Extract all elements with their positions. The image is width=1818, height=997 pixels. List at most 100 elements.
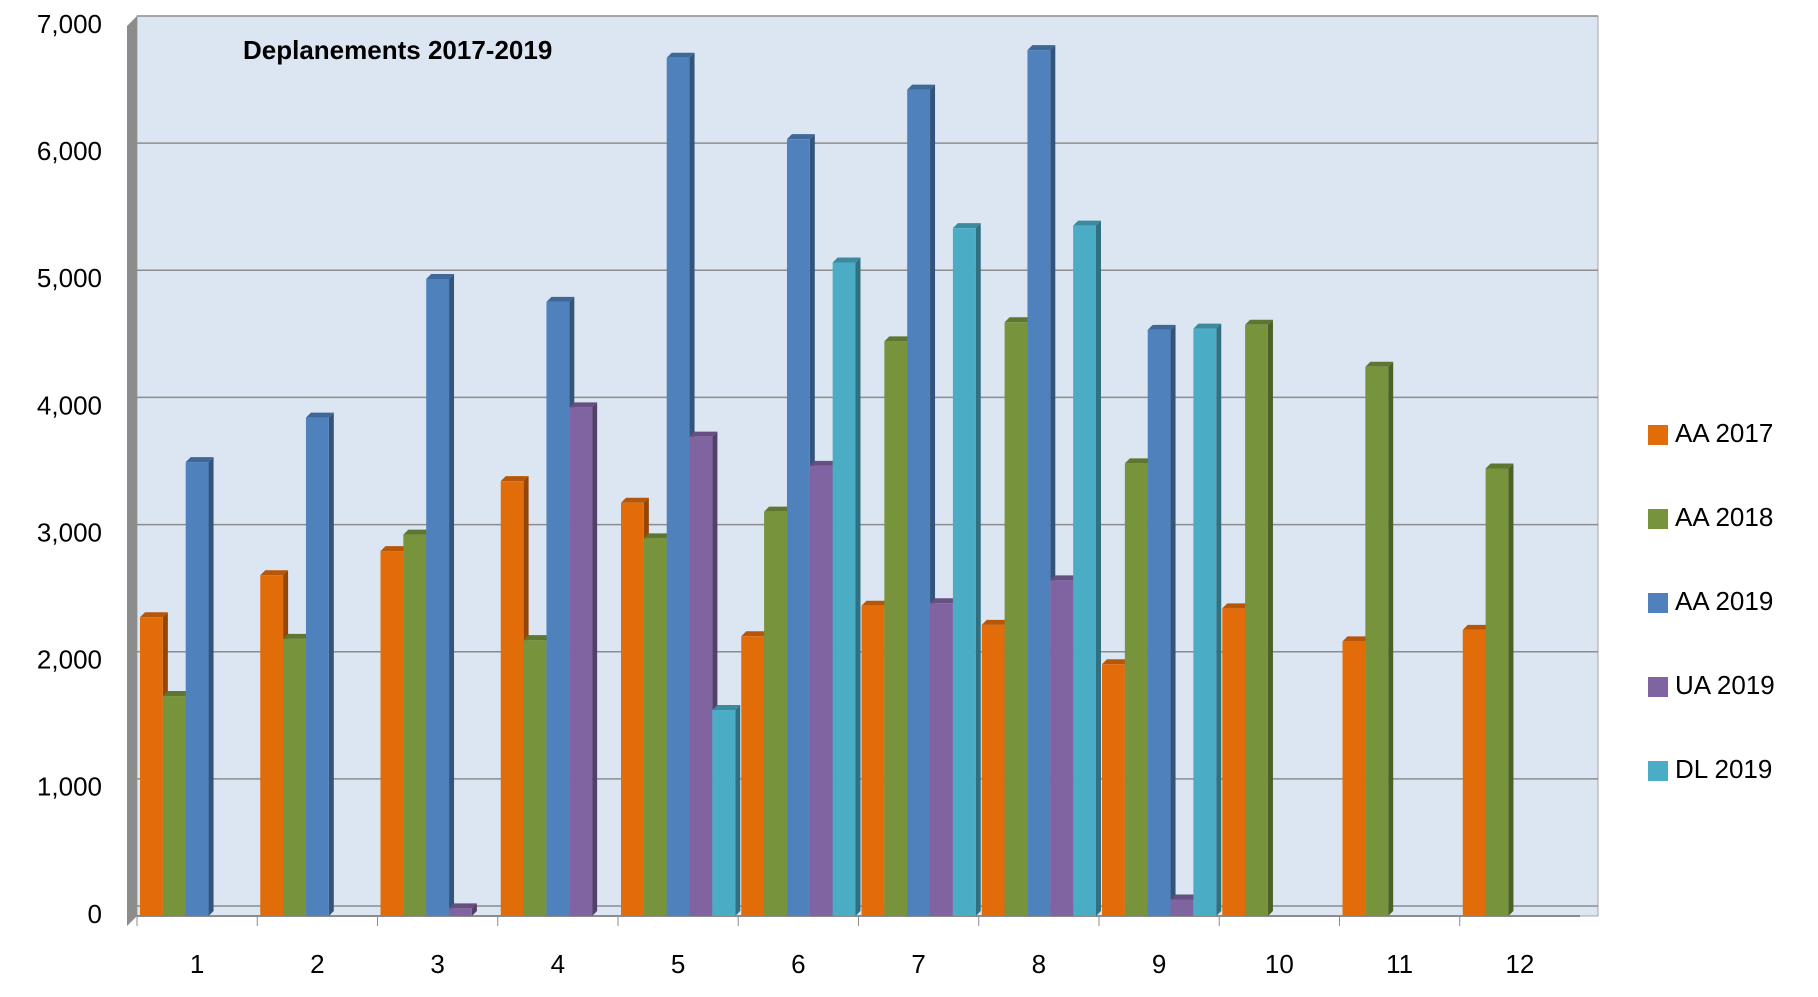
x-tick-label: 1 <box>190 949 204 979</box>
bar-side <box>1388 361 1394 916</box>
bar <box>1485 468 1509 916</box>
bar-top <box>1342 636 1371 642</box>
bar <box>666 57 690 917</box>
bar <box>1193 328 1217 917</box>
bar-side <box>1170 324 1176 916</box>
bar-top <box>140 612 168 618</box>
bar <box>546 301 570 916</box>
bar <box>1102 664 1125 916</box>
x-tick-label: 4 <box>551 949 565 979</box>
bar-top <box>1102 659 1130 665</box>
x-tick-label: 6 <box>791 949 805 979</box>
legend-label: AA 2017 <box>1675 418 1773 448</box>
bar-top <box>981 619 1010 625</box>
bar-top <box>643 533 672 539</box>
bar <box>449 908 472 916</box>
bar-top <box>666 52 695 58</box>
bar-top <box>403 529 432 535</box>
legend-swatch <box>1648 761 1668 781</box>
y-tick-label: 5,000 <box>37 263 102 293</box>
bar <box>1462 629 1486 916</box>
bar <box>1170 899 1194 916</box>
bar <box>380 551 404 916</box>
y-tick-label: 3,000 <box>37 517 102 547</box>
legend-label: UA 2019 <box>1675 670 1775 700</box>
bar-top <box>1193 323 1222 329</box>
bar-top <box>689 431 718 437</box>
bar <box>621 502 644 916</box>
bar-side <box>328 412 334 916</box>
axis-wall <box>127 16 137 926</box>
bar <box>185 462 209 916</box>
x-tick-label: 8 <box>1032 949 1046 979</box>
bar-side <box>592 402 598 916</box>
bar <box>981 624 1005 916</box>
bar-top <box>621 497 649 503</box>
bar-side <box>449 274 455 916</box>
legend-swatch <box>1648 509 1668 529</box>
bar-top <box>1170 894 1199 900</box>
bar-side <box>975 223 981 916</box>
bar-top <box>283 633 311 639</box>
bar <box>689 436 713 916</box>
x-tick-label: 12 <box>1505 949 1534 979</box>
bar <box>1245 324 1268 916</box>
bar-side <box>1095 220 1101 917</box>
y-tick-label: 6,000 <box>37 136 102 166</box>
bar-top <box>305 412 334 418</box>
legend-swatch <box>1648 425 1668 445</box>
bar-top <box>1027 45 1056 51</box>
bar <box>1222 608 1246 916</box>
bar <box>523 640 547 916</box>
bar <box>1124 463 1148 916</box>
bar <box>283 638 306 916</box>
bar-top <box>426 274 455 280</box>
x-tick-label: 7 <box>911 949 925 979</box>
bar-top <box>1365 361 1394 367</box>
legend-swatch <box>1648 677 1668 697</box>
bar-top <box>952 223 981 229</box>
bar-top <box>569 402 598 408</box>
bar <box>809 465 833 916</box>
bar <box>426 279 450 916</box>
bar-top <box>1245 319 1273 325</box>
bar-top <box>260 570 289 576</box>
bar <box>764 511 787 916</box>
x-tick-label: 2 <box>310 949 324 979</box>
legend-label: AA 2019 <box>1675 586 1773 616</box>
bar-top <box>930 598 958 604</box>
bar-top <box>712 705 741 711</box>
y-tick-label: 2,000 <box>37 645 102 675</box>
bar-side <box>735 705 741 916</box>
bar-top <box>1222 603 1251 609</box>
bar-top <box>1462 624 1491 630</box>
bar-side <box>1267 319 1273 916</box>
legend-label: DL 2019 <box>1675 754 1772 784</box>
bar <box>952 228 976 916</box>
legend-label: AA 2018 <box>1675 502 1773 532</box>
bar <box>1073 225 1096 917</box>
x-tick-label: 5 <box>671 949 685 979</box>
x-tick-label: 3 <box>430 949 444 979</box>
bar <box>861 605 885 916</box>
bar-top <box>1050 575 1079 581</box>
bar <box>832 262 856 916</box>
bar-top <box>907 84 936 90</box>
bar-side <box>1508 463 1514 916</box>
bar-top <box>832 257 861 263</box>
bar-top <box>1124 458 1153 464</box>
bar <box>500 481 524 916</box>
bar-top <box>1004 317 1033 323</box>
bar <box>1147 329 1171 916</box>
y-tick-label: 0 <box>88 899 102 929</box>
bar <box>569 407 593 916</box>
bar-top <box>861 600 890 606</box>
bar-top <box>809 460 838 466</box>
bar-side <box>471 903 477 916</box>
bar <box>1050 580 1074 916</box>
bar-top <box>523 635 552 641</box>
bar-top <box>380 546 409 552</box>
bar <box>1365 366 1389 916</box>
bar <box>930 603 953 916</box>
